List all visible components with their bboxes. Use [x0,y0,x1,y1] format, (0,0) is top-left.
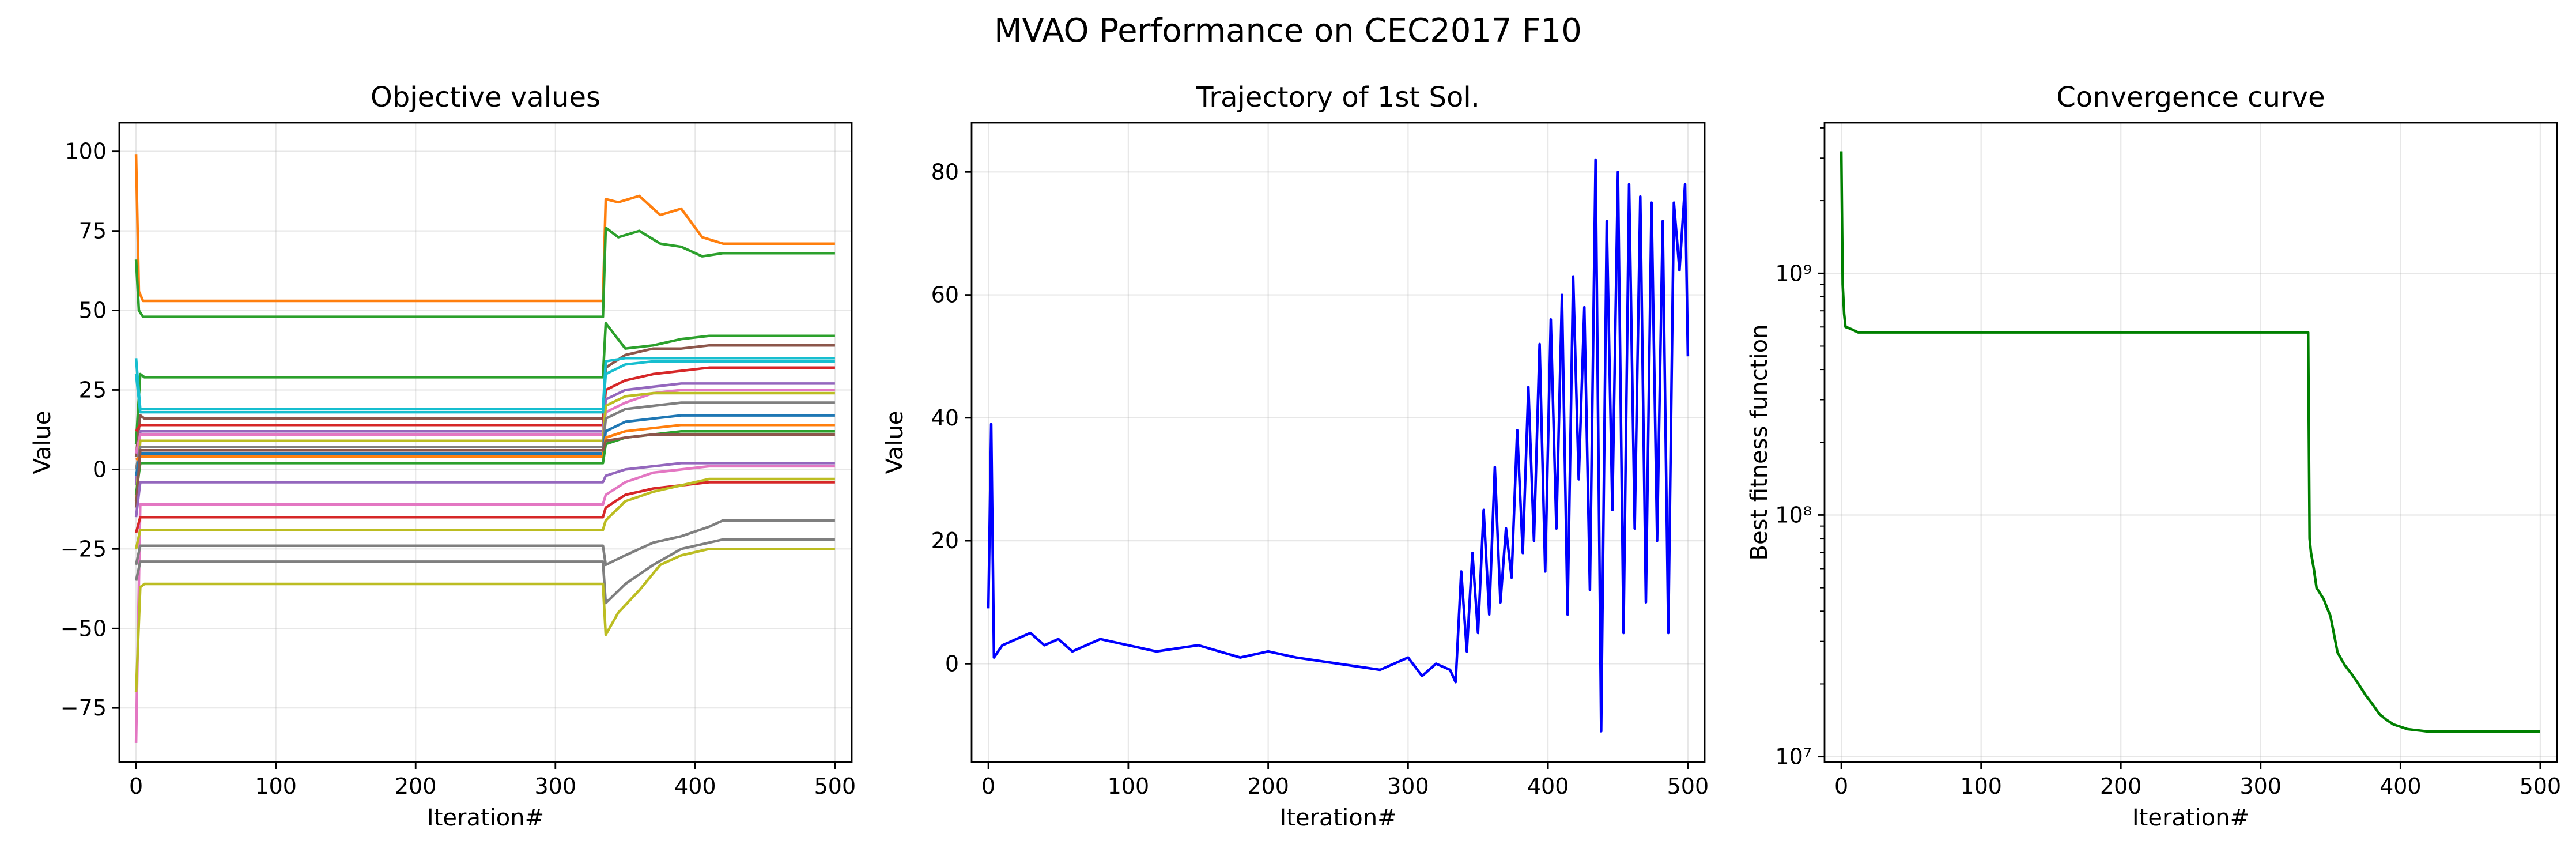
plot-area [119,123,852,762]
y-tick-label: −75 [61,695,107,721]
series-line-4 [134,357,835,410]
y-tick-label: 10⁸ [1775,502,1812,527]
series-line-0 [987,158,1690,733]
y-tick-label: 25 [79,377,107,402]
panel-convergence-curve: 0 100 200 300 400 500 10⁷ 10⁸ 10⁹ Convergence cur… [1746,81,2561,831]
x-tick-label: 500 [1667,774,1709,799]
x-tick-label: 0 [129,774,143,799]
x-tick-label: 300 [1387,774,1429,799]
panel-title: Trajectory of 1st Sol. [1196,81,1480,114]
series-line-6 [134,382,835,486]
x-tick-label: 300 [2240,774,2282,799]
y-tick-label: 10⁷ [1775,744,1812,770]
x-tick-label: 200 [2100,774,2142,799]
series-line-0 [1840,151,2540,733]
series-line-20 [134,548,835,692]
x-tick-label: 400 [2379,774,2422,799]
series-line-15 [134,465,835,743]
x-tick-label: 0 [981,774,995,799]
x-tick-label: 200 [1247,774,1289,799]
x-tick-label: 100 [1108,774,1150,799]
series-line-14 [134,462,835,518]
series-line-8 [134,391,835,501]
series-line-1 [134,226,835,318]
series-line-3 [134,344,835,457]
x-tick-label: 300 [535,774,577,799]
y-tick-label: 60 [931,282,959,308]
x-tick-label: 500 [814,774,856,799]
series-group [1840,151,2540,733]
y-tick-label: 0 [93,457,107,482]
series-line-2 [134,322,835,444]
y-tick-label: 80 [931,159,959,184]
y-tick-label: 100 [65,139,107,164]
y-axis-label: Value [882,411,908,474]
x-axis-label: Iteration# [427,805,544,831]
plot-area [1825,123,2557,762]
figure-title: MVAO Performance on CEC2017 F10 [994,12,1582,50]
panel-objective-values: 0 100 200 300 400 500 −75 −50 −25 0 25 50 75 100 Objec… [29,81,856,831]
series-line-16 [134,481,835,534]
panel-title: Convergence curve [2056,81,2325,114]
series-line-5 [135,366,835,432]
series-line-19 [134,538,835,605]
y-tick-label: 40 [931,405,959,431]
series-group [134,154,835,743]
panel-title: Objective values [371,81,600,114]
x-tick-label: 500 [2520,774,2562,799]
x-tick-label: 400 [1527,774,1569,799]
series-line-11 [135,423,835,461]
plot-area [972,123,1705,762]
series-line-9 [134,401,835,470]
x-tick-label: 100 [1960,774,2002,799]
x-axis-label: Iteration# [2132,805,2249,831]
axes-frame [970,122,1706,763]
y-tick-label: 50 [79,298,107,323]
series-line-18 [134,519,835,567]
x-tick-label: 0 [1834,774,1848,799]
axes-frame [118,122,853,763]
series-line-21 [134,360,835,414]
x-tick-label: 400 [674,774,716,799]
y-axis-label: Best fitness function [1746,325,1773,561]
x-axis-label: Iteration# [1279,805,1396,831]
series-line-13 [134,433,835,508]
series-line-10 [134,414,835,476]
panel-trajectory-first-solution: 0 100 200 300 400 500 0 20 40 60 80 Trajectory of 1… [882,81,1709,831]
x-tick-label: 200 [395,774,437,799]
y-tick-label: 10⁹ [1775,261,1812,286]
y-tick-label: −25 [61,536,107,561]
x-tick-label: 100 [255,774,297,799]
y-tick-label: −50 [61,616,107,641]
series-line-0 [134,154,835,303]
y-tick-label: 0 [945,651,959,676]
y-tick-label: 75 [79,218,107,244]
series-group [987,158,1690,733]
y-axis-label: Value [29,411,56,474]
series-line-7 [134,389,835,454]
y-tick-label: 20 [931,528,959,553]
series-line-17 [134,477,835,549]
